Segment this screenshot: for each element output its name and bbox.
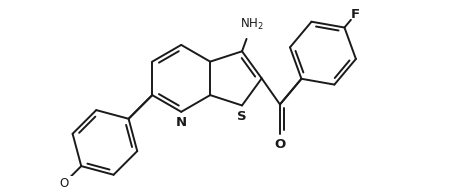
Text: N: N bbox=[176, 116, 187, 129]
Text: O: O bbox=[59, 177, 68, 189]
Text: NH$_2$: NH$_2$ bbox=[240, 17, 264, 32]
Text: O: O bbox=[274, 138, 286, 151]
Text: S: S bbox=[237, 110, 247, 123]
Text: F: F bbox=[351, 8, 360, 21]
